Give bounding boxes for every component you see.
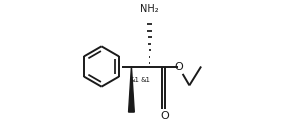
Polygon shape <box>129 66 134 112</box>
Text: &1: &1 <box>129 76 139 82</box>
Text: O: O <box>174 61 183 72</box>
Text: O: O <box>160 111 169 121</box>
Text: &1: &1 <box>140 76 150 82</box>
Text: NH₂: NH₂ <box>140 4 159 14</box>
